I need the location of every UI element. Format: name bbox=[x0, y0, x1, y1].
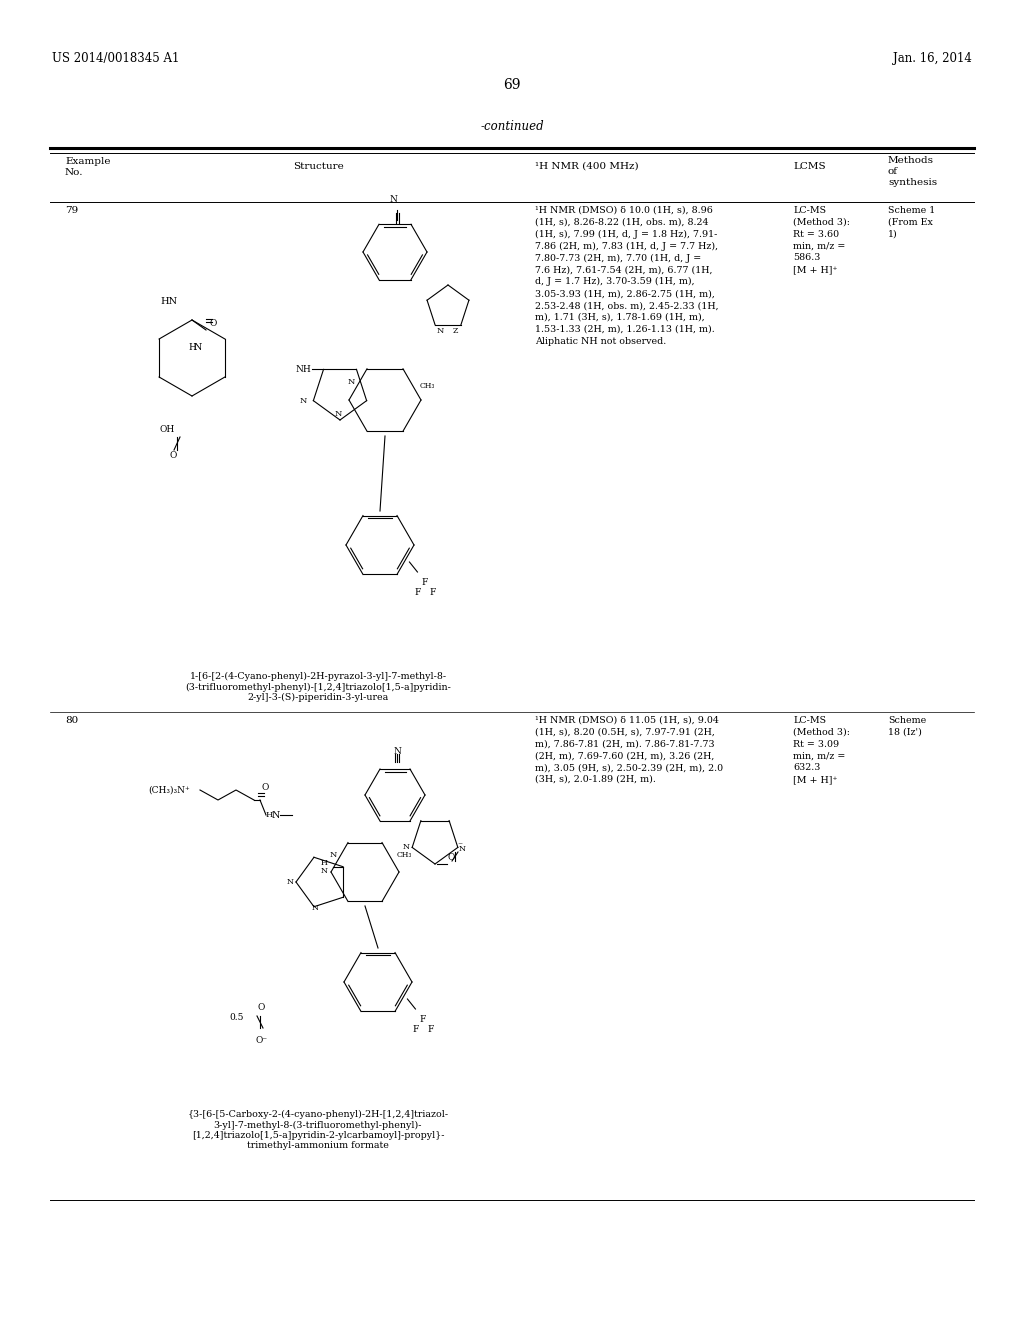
Text: H
N: H N bbox=[322, 859, 328, 875]
Text: Scheme 1
(From Ex
1): Scheme 1 (From Ex 1) bbox=[888, 206, 935, 239]
Text: H: H bbox=[266, 810, 273, 818]
Text: 80: 80 bbox=[65, 715, 78, 725]
Text: Z: Z bbox=[453, 327, 459, 335]
Text: OH: OH bbox=[160, 425, 175, 434]
Text: O: O bbox=[262, 783, 269, 792]
Text: N: N bbox=[287, 878, 294, 886]
Text: LC-MS
(Method 3):
Rt = 3.60
min, m/z =
586.3
[M + H]⁺: LC-MS (Method 3): Rt = 3.60 min, m/z = 5… bbox=[793, 206, 850, 275]
Text: LCMS: LCMS bbox=[793, 162, 825, 172]
Text: F: F bbox=[429, 587, 436, 597]
Text: 79: 79 bbox=[65, 206, 78, 215]
Text: F: F bbox=[422, 578, 428, 587]
Text: ¹H NMR (DMSO) δ 10.0 (1H, s), 8.96
(1H, s), 8.26-8.22 (1H, obs. m), 8.24
(1H, s): ¹H NMR (DMSO) δ 10.0 (1H, s), 8.96 (1H, … bbox=[535, 206, 719, 346]
Text: of: of bbox=[888, 168, 898, 176]
Text: 1-[6-[2-(4-Cyano-phenyl)-2H-pyrazol-3-yl]-7-methyl-8-
(3-trifluoromethyl-phenyl): 1-[6-[2-(4-Cyano-phenyl)-2H-pyrazol-3-yl… bbox=[185, 672, 451, 702]
Text: HN: HN bbox=[160, 297, 177, 306]
Text: 69: 69 bbox=[503, 78, 521, 92]
Text: No.: No. bbox=[65, 168, 84, 177]
Text: US 2014/0018345 A1: US 2014/0018345 A1 bbox=[52, 51, 179, 65]
Text: O: O bbox=[170, 450, 177, 459]
Text: N: N bbox=[389, 195, 397, 205]
Text: 0.5: 0.5 bbox=[229, 1014, 244, 1023]
Text: N: N bbox=[459, 845, 466, 854]
Text: Structure: Structure bbox=[293, 162, 343, 172]
Text: N: N bbox=[330, 851, 337, 859]
Text: O⁻: O⁻ bbox=[255, 1036, 267, 1045]
Text: N: N bbox=[393, 747, 401, 756]
Text: CH₃: CH₃ bbox=[419, 381, 434, 389]
Text: synthesis: synthesis bbox=[888, 178, 937, 187]
Text: O: O bbox=[447, 854, 455, 862]
Text: F: F bbox=[427, 1026, 434, 1034]
Text: N: N bbox=[272, 810, 281, 820]
Text: LC-MS
(Method 3):
Rt = 3.09
min, m/z =
632.3
[M + H]⁺: LC-MS (Method 3): Rt = 3.09 min, m/z = 6… bbox=[793, 715, 850, 784]
Text: N: N bbox=[437, 327, 444, 335]
Text: Example: Example bbox=[65, 157, 111, 166]
Text: F: F bbox=[420, 1015, 426, 1024]
Text: CH₃: CH₃ bbox=[396, 851, 412, 859]
Text: Scheme
18 (Iz'): Scheme 18 (Iz') bbox=[888, 715, 927, 737]
Text: N: N bbox=[299, 396, 307, 405]
Text: F: F bbox=[413, 1026, 419, 1034]
Text: N: N bbox=[402, 843, 410, 851]
Text: N: N bbox=[194, 343, 203, 352]
Text: N: N bbox=[312, 904, 318, 912]
Text: N: N bbox=[348, 378, 355, 385]
Text: -continued: -continued bbox=[480, 120, 544, 133]
Text: (CH₃)₃N⁺: (CH₃)₃N⁺ bbox=[148, 785, 189, 795]
Text: ¹H NMR (DMSO) δ 11.05 (1H, s), 9.04
(1H, s), 8.20 (0.5H, s), 7.97-7.91 (2H,
m), : ¹H NMR (DMSO) δ 11.05 (1H, s), 9.04 (1H,… bbox=[535, 715, 723, 784]
Text: NH: NH bbox=[296, 364, 311, 374]
Text: {3-[6-[5-Carboxy-2-(4-cyano-phenyl)-2H-[1,2,4]triazol-
3-yl]-7-methyl-8-(3-trifl: {3-[6-[5-Carboxy-2-(4-cyano-phenyl)-2H-[… bbox=[187, 1110, 449, 1151]
Text: O: O bbox=[257, 1003, 264, 1012]
Text: Jan. 16, 2014: Jan. 16, 2014 bbox=[893, 51, 972, 65]
Text: F: F bbox=[415, 587, 421, 597]
Text: H: H bbox=[188, 343, 196, 352]
Text: Methods: Methods bbox=[888, 156, 934, 165]
Text: ¹H NMR (400 MHz): ¹H NMR (400 MHz) bbox=[535, 162, 639, 172]
Text: O: O bbox=[209, 319, 216, 327]
Text: ⁻: ⁻ bbox=[457, 841, 462, 850]
Text: N: N bbox=[335, 411, 342, 418]
